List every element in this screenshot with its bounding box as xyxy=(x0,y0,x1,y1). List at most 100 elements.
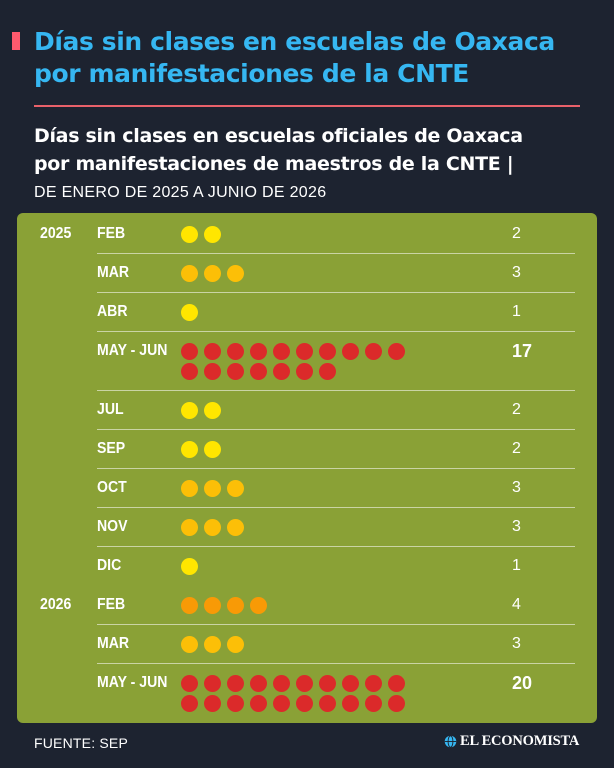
table-row: DIC 1 xyxy=(17,547,597,586)
day-dot xyxy=(273,694,290,712)
table-row: 2026 FEB 4 xyxy=(17,586,597,625)
day-dot xyxy=(296,362,313,380)
row-divider xyxy=(97,663,575,664)
day-dot xyxy=(204,518,221,536)
day-dot xyxy=(204,225,221,243)
day-dot xyxy=(204,440,221,458)
brand-name: EL ECONOMISTA xyxy=(460,733,580,749)
day-dot xyxy=(250,674,267,692)
value-label: 3 xyxy=(512,517,521,535)
day-dot xyxy=(388,674,405,692)
row-divider xyxy=(97,624,575,625)
day-dot xyxy=(342,342,359,360)
month-label: SEP xyxy=(97,439,126,457)
chart-title: Días sin clases en escuelas oficiales de… xyxy=(34,122,523,178)
value-label: 1 xyxy=(512,302,521,320)
day-dot xyxy=(181,694,198,712)
value-label: 2 xyxy=(512,439,521,457)
day-dot xyxy=(204,401,221,419)
value-label: 17 xyxy=(512,340,533,361)
value-label: 1 xyxy=(512,556,521,574)
day-dot xyxy=(227,264,244,282)
day-dot xyxy=(227,479,244,497)
month-label: ABR xyxy=(97,302,128,320)
day-dot xyxy=(342,694,359,712)
day-dot xyxy=(181,635,198,653)
row-divider xyxy=(97,507,575,508)
title-divider xyxy=(34,105,580,107)
day-dot xyxy=(204,674,221,692)
table-row: SEP 2 xyxy=(17,430,597,469)
table-row: MAR 3 xyxy=(17,254,597,293)
day-dot xyxy=(227,694,244,712)
day-dot xyxy=(250,596,267,614)
page-title-line-2: por manifestaciones de la CNTE xyxy=(34,59,469,88)
day-dot xyxy=(204,479,221,497)
day-dot xyxy=(181,362,198,380)
chart-subtitle: DE ENERO DE 2025 A JUNIO DE 2026 xyxy=(34,184,327,201)
month-label: NOV xyxy=(97,517,128,535)
row-divider xyxy=(97,429,575,430)
day-dot xyxy=(319,694,336,712)
value-label: 2 xyxy=(512,224,521,242)
month-label: MAR xyxy=(97,634,130,652)
page-title-line-1: Días sin clases en escuelas de Oaxaca xyxy=(34,27,555,56)
table-row: ABR 1 xyxy=(17,293,597,332)
value-label: 3 xyxy=(512,263,521,281)
day-dot xyxy=(365,694,382,712)
month-label: MAY - JUN xyxy=(97,341,168,359)
source-note: FUENTE: SEP xyxy=(34,735,128,751)
day-dot xyxy=(227,342,244,360)
table-row: OCT 3 xyxy=(17,469,597,508)
day-dot xyxy=(388,342,405,360)
day-dot xyxy=(227,635,244,653)
day-dot xyxy=(250,342,267,360)
brand-logo: EL ECONOMISTA xyxy=(444,733,579,750)
day-dot xyxy=(296,694,313,712)
table-row: MAR 3 xyxy=(17,625,597,664)
day-dot xyxy=(181,674,198,692)
day-dot xyxy=(250,694,267,712)
day-dot xyxy=(204,362,221,380)
day-dot xyxy=(181,401,198,419)
day-dot xyxy=(204,342,221,360)
table-row: JUL 2 xyxy=(17,391,597,430)
chart-title-line-2: por manifestaciones de maestros de la CN… xyxy=(34,153,514,175)
month-label: FEB xyxy=(97,224,126,242)
day-dot xyxy=(227,596,244,614)
value-label: 20 xyxy=(512,672,533,693)
globe-icon xyxy=(444,735,457,748)
day-dot xyxy=(296,342,313,360)
month-label: OCT xyxy=(97,478,127,496)
chart-title-line-1: Días sin clases en escuelas oficiales de… xyxy=(34,125,523,147)
table-row: NOV 3 xyxy=(17,508,597,547)
day-dot xyxy=(204,264,221,282)
day-dot xyxy=(181,342,198,360)
day-dot xyxy=(250,362,267,380)
page-title: Días sin clases en escuelas de Oaxaca po… xyxy=(34,26,555,90)
chart-panel: 2025 FEB 2 MAR 3 ABR 1 MAY - JUN 17 JUL 2 SEP 2 OCT 3 N… xyxy=(17,213,597,723)
day-dot xyxy=(227,518,244,536)
value-label: 2 xyxy=(512,400,521,418)
year-label: 2025 xyxy=(40,224,72,242)
day-dot xyxy=(227,674,244,692)
day-dot xyxy=(273,342,290,360)
day-dot xyxy=(365,674,382,692)
day-dot xyxy=(181,440,198,458)
day-dot xyxy=(227,362,244,380)
day-dot xyxy=(388,694,405,712)
accent-bar xyxy=(12,32,20,50)
day-dot xyxy=(181,596,198,614)
table-row: MAY - JUN 20 xyxy=(17,664,597,723)
day-dot xyxy=(319,362,336,380)
month-label: FEB xyxy=(97,595,126,613)
day-dot xyxy=(181,264,198,282)
day-dot xyxy=(273,674,290,692)
row-divider xyxy=(97,468,575,469)
day-dot xyxy=(204,694,221,712)
row-divider xyxy=(97,390,575,391)
day-dot xyxy=(181,557,198,575)
table-row: 2025 FEB 2 xyxy=(17,215,597,254)
value-label: 3 xyxy=(512,478,521,496)
table-row: MAY - JUN 17 xyxy=(17,332,597,391)
